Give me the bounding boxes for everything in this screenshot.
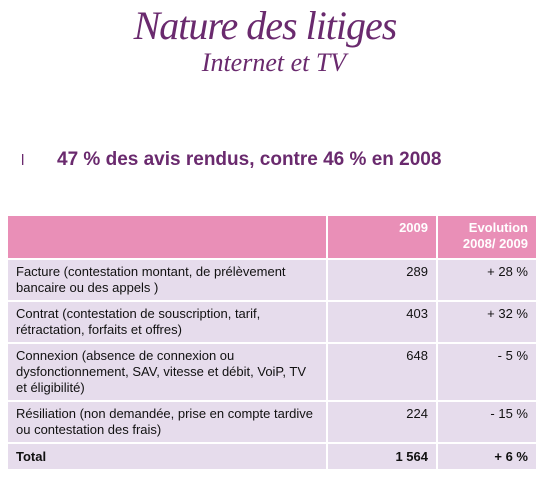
row-value: 289 xyxy=(326,258,438,302)
bullet-text: 47 % des avis rendus, contre 46 % en 200… xyxy=(57,149,442,170)
row-value: 648 xyxy=(326,342,438,402)
bullet-marker: l xyxy=(21,152,25,169)
row-label: Résiliation (non demandée, prise en comp… xyxy=(6,400,328,444)
table-row: Total 1 564 + 6 % xyxy=(6,442,538,471)
row-value: 1 564 xyxy=(326,442,438,471)
header-cell xyxy=(6,214,328,260)
header-row: 2009 Evolution 2008/ 2009 xyxy=(6,214,538,260)
row-value: - 15 % xyxy=(436,400,538,444)
title: Nature des litiges xyxy=(133,3,398,48)
subtitle: Internet et TV xyxy=(201,48,347,77)
row-label: Contrat (contestation de souscription, t… xyxy=(6,300,328,344)
table-row: Connexion (absence de connexion ou dysfo… xyxy=(6,342,538,402)
row-label: Total xyxy=(6,442,328,471)
table-body: Facture (contestation montant, de prélèv… xyxy=(6,258,538,471)
row-label: Facture (contestation montant, de prélèv… xyxy=(6,258,328,302)
row-value: - 5 % xyxy=(436,342,538,402)
row-value: 224 xyxy=(326,400,438,444)
row-value: 403 xyxy=(326,300,438,344)
row-label: Connexion (absence de connexion ou dysfo… xyxy=(6,342,328,402)
row-value: + 28 % xyxy=(436,258,538,302)
row-value: + 6 % xyxy=(436,442,538,471)
header-cell: Evolution 2008/ 2009 xyxy=(436,214,538,260)
table-row: Contrat (contestation de souscription, t… xyxy=(6,300,538,344)
row-value: + 32 % xyxy=(436,300,538,344)
table-row: Facture (contestation montant, de prélèv… xyxy=(6,258,538,302)
table-row: Résiliation (non demandée, prise en comp… xyxy=(6,400,538,444)
table: 2009 Evolution 2008/ 2009 Facture (conte… xyxy=(6,214,538,471)
header-cell: 2009 xyxy=(326,214,438,260)
